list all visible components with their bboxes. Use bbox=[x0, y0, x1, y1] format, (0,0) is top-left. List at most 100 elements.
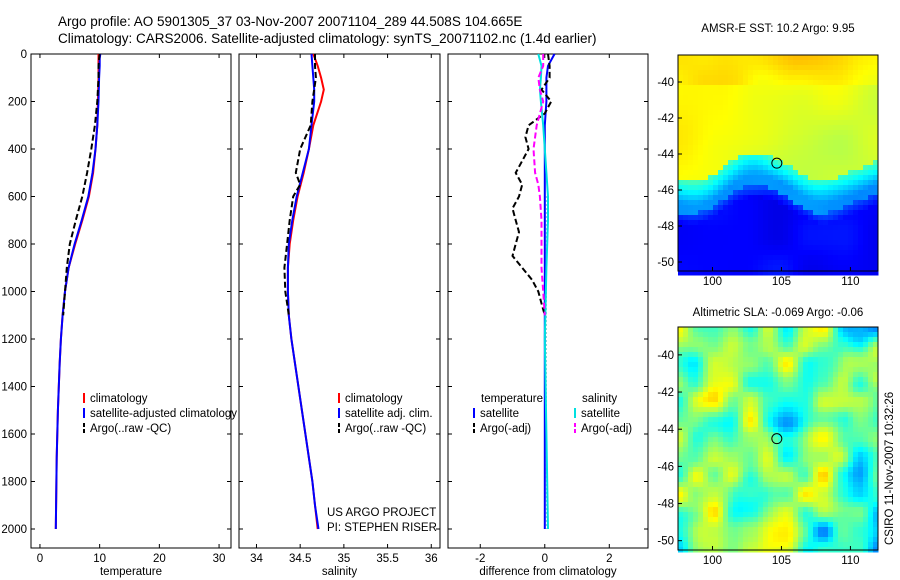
sla_map-cell bbox=[788, 532, 794, 538]
sst_map-cell bbox=[753, 270, 759, 276]
sla_map-cell bbox=[693, 482, 699, 488]
sst_map-cell bbox=[743, 240, 749, 246]
sla_map-cell bbox=[688, 407, 694, 413]
sla_map-cell bbox=[723, 337, 729, 343]
sst_map-cell bbox=[698, 70, 704, 76]
sla_map-cell bbox=[828, 407, 834, 413]
sla_map-cell bbox=[798, 502, 804, 508]
sst_map-cell bbox=[718, 115, 724, 121]
sla_map-cell bbox=[683, 462, 689, 468]
sst_map-cell bbox=[838, 245, 844, 251]
sla_map-cell bbox=[873, 502, 879, 508]
sla_map-cell bbox=[833, 502, 839, 508]
sla_map-cell bbox=[793, 417, 799, 423]
sst_map-cell bbox=[788, 190, 794, 196]
sst_map-cell bbox=[848, 125, 854, 131]
sla_map-cell bbox=[698, 332, 704, 338]
sst_map-cell bbox=[858, 160, 864, 166]
sla_map-cell bbox=[868, 462, 874, 468]
sla_map-cell bbox=[863, 487, 869, 493]
sla_map-cell bbox=[683, 407, 689, 413]
sla_map-cell bbox=[803, 352, 809, 358]
sst_map-cell bbox=[858, 120, 864, 126]
sst_map-cell bbox=[763, 160, 769, 166]
sla_map-cell bbox=[738, 407, 744, 413]
sst_map-cell bbox=[773, 175, 779, 181]
sla_map-cell bbox=[703, 407, 709, 413]
sla_map-cell bbox=[858, 457, 864, 463]
sla_map-cell bbox=[698, 362, 704, 368]
sla_map-cell bbox=[718, 407, 724, 413]
sst_map-cell bbox=[728, 180, 734, 186]
sla_map-cell bbox=[758, 387, 764, 393]
sla_map-cell bbox=[678, 472, 684, 478]
sst_map-cell bbox=[768, 125, 774, 131]
sst_map-cell bbox=[738, 205, 744, 211]
sst_map-cell bbox=[743, 60, 749, 66]
sst_map-cell bbox=[798, 115, 804, 121]
sla_map-cell bbox=[748, 497, 754, 503]
sla_map-cell bbox=[703, 517, 709, 523]
sst_map-cell bbox=[783, 95, 789, 101]
sst_map-cell bbox=[718, 175, 724, 181]
sla_map-cell bbox=[833, 517, 839, 523]
sst_map-cell bbox=[733, 55, 739, 61]
sla_map-cell bbox=[683, 362, 689, 368]
sla_map-cell bbox=[788, 487, 794, 493]
sst_map-cell bbox=[793, 170, 799, 176]
sla_map-cell bbox=[758, 492, 764, 498]
sla_map-cell bbox=[708, 427, 714, 433]
sst_map-cell bbox=[818, 150, 824, 156]
sst_map-cell bbox=[778, 230, 784, 236]
sla_map-argo-position-marker bbox=[771, 433, 783, 445]
sla_map-cell bbox=[738, 482, 744, 488]
sla_map-cell bbox=[768, 372, 774, 378]
sst_map-cell bbox=[853, 255, 859, 261]
sst_map-cell bbox=[838, 200, 844, 206]
sla_map-cell bbox=[743, 457, 749, 463]
sla_map-cell bbox=[783, 457, 789, 463]
sla_map-cell bbox=[813, 482, 819, 488]
sla_map-cell bbox=[858, 477, 864, 483]
sst_map-cell bbox=[858, 200, 864, 206]
sla_map-cell bbox=[743, 427, 749, 433]
sst_map-cell bbox=[733, 160, 739, 166]
sla_map-cell bbox=[768, 532, 774, 538]
sla_map-cell bbox=[868, 517, 874, 523]
sla_map-cell bbox=[798, 532, 804, 538]
sst_map-cell bbox=[773, 55, 779, 61]
sst_map-cell bbox=[678, 145, 684, 151]
sst_map-cell bbox=[803, 125, 809, 131]
sla_map-cell bbox=[708, 482, 714, 488]
sst_map-cell bbox=[683, 165, 689, 171]
sla_map-cell bbox=[808, 462, 814, 468]
sst_map-cell bbox=[703, 245, 709, 251]
sst_map-cell bbox=[723, 225, 729, 231]
sla_map-cell bbox=[868, 382, 874, 388]
sla_map-cell bbox=[838, 407, 844, 413]
sla_map-cell bbox=[783, 412, 789, 418]
sla_map-cell bbox=[703, 382, 709, 388]
sst_map-cell bbox=[793, 230, 799, 236]
sla_map-cell bbox=[843, 542, 849, 548]
sst_map-cell bbox=[803, 175, 809, 181]
sst_map-cell bbox=[758, 70, 764, 76]
sst_map-cell bbox=[773, 135, 779, 141]
sst_map-cell bbox=[843, 260, 849, 266]
sla_map-cell bbox=[758, 527, 764, 533]
sla_map-cell bbox=[748, 507, 754, 513]
sst_map-cell bbox=[798, 70, 804, 76]
sst_map-cell bbox=[788, 80, 794, 86]
sla_map-cell bbox=[773, 367, 779, 373]
sst_map-cell bbox=[713, 135, 719, 141]
sla_map-cell bbox=[708, 492, 714, 498]
sst_map-cell bbox=[788, 225, 794, 231]
sst_map-cell bbox=[833, 60, 839, 66]
sla_map-cell bbox=[848, 427, 854, 433]
sst_map-cell bbox=[773, 190, 779, 196]
sla_map-cell bbox=[803, 457, 809, 463]
sla_map-cell bbox=[748, 517, 754, 523]
sst_map-cell bbox=[678, 250, 684, 256]
sst_map-cell bbox=[768, 90, 774, 96]
sla_map-cell bbox=[693, 522, 699, 528]
